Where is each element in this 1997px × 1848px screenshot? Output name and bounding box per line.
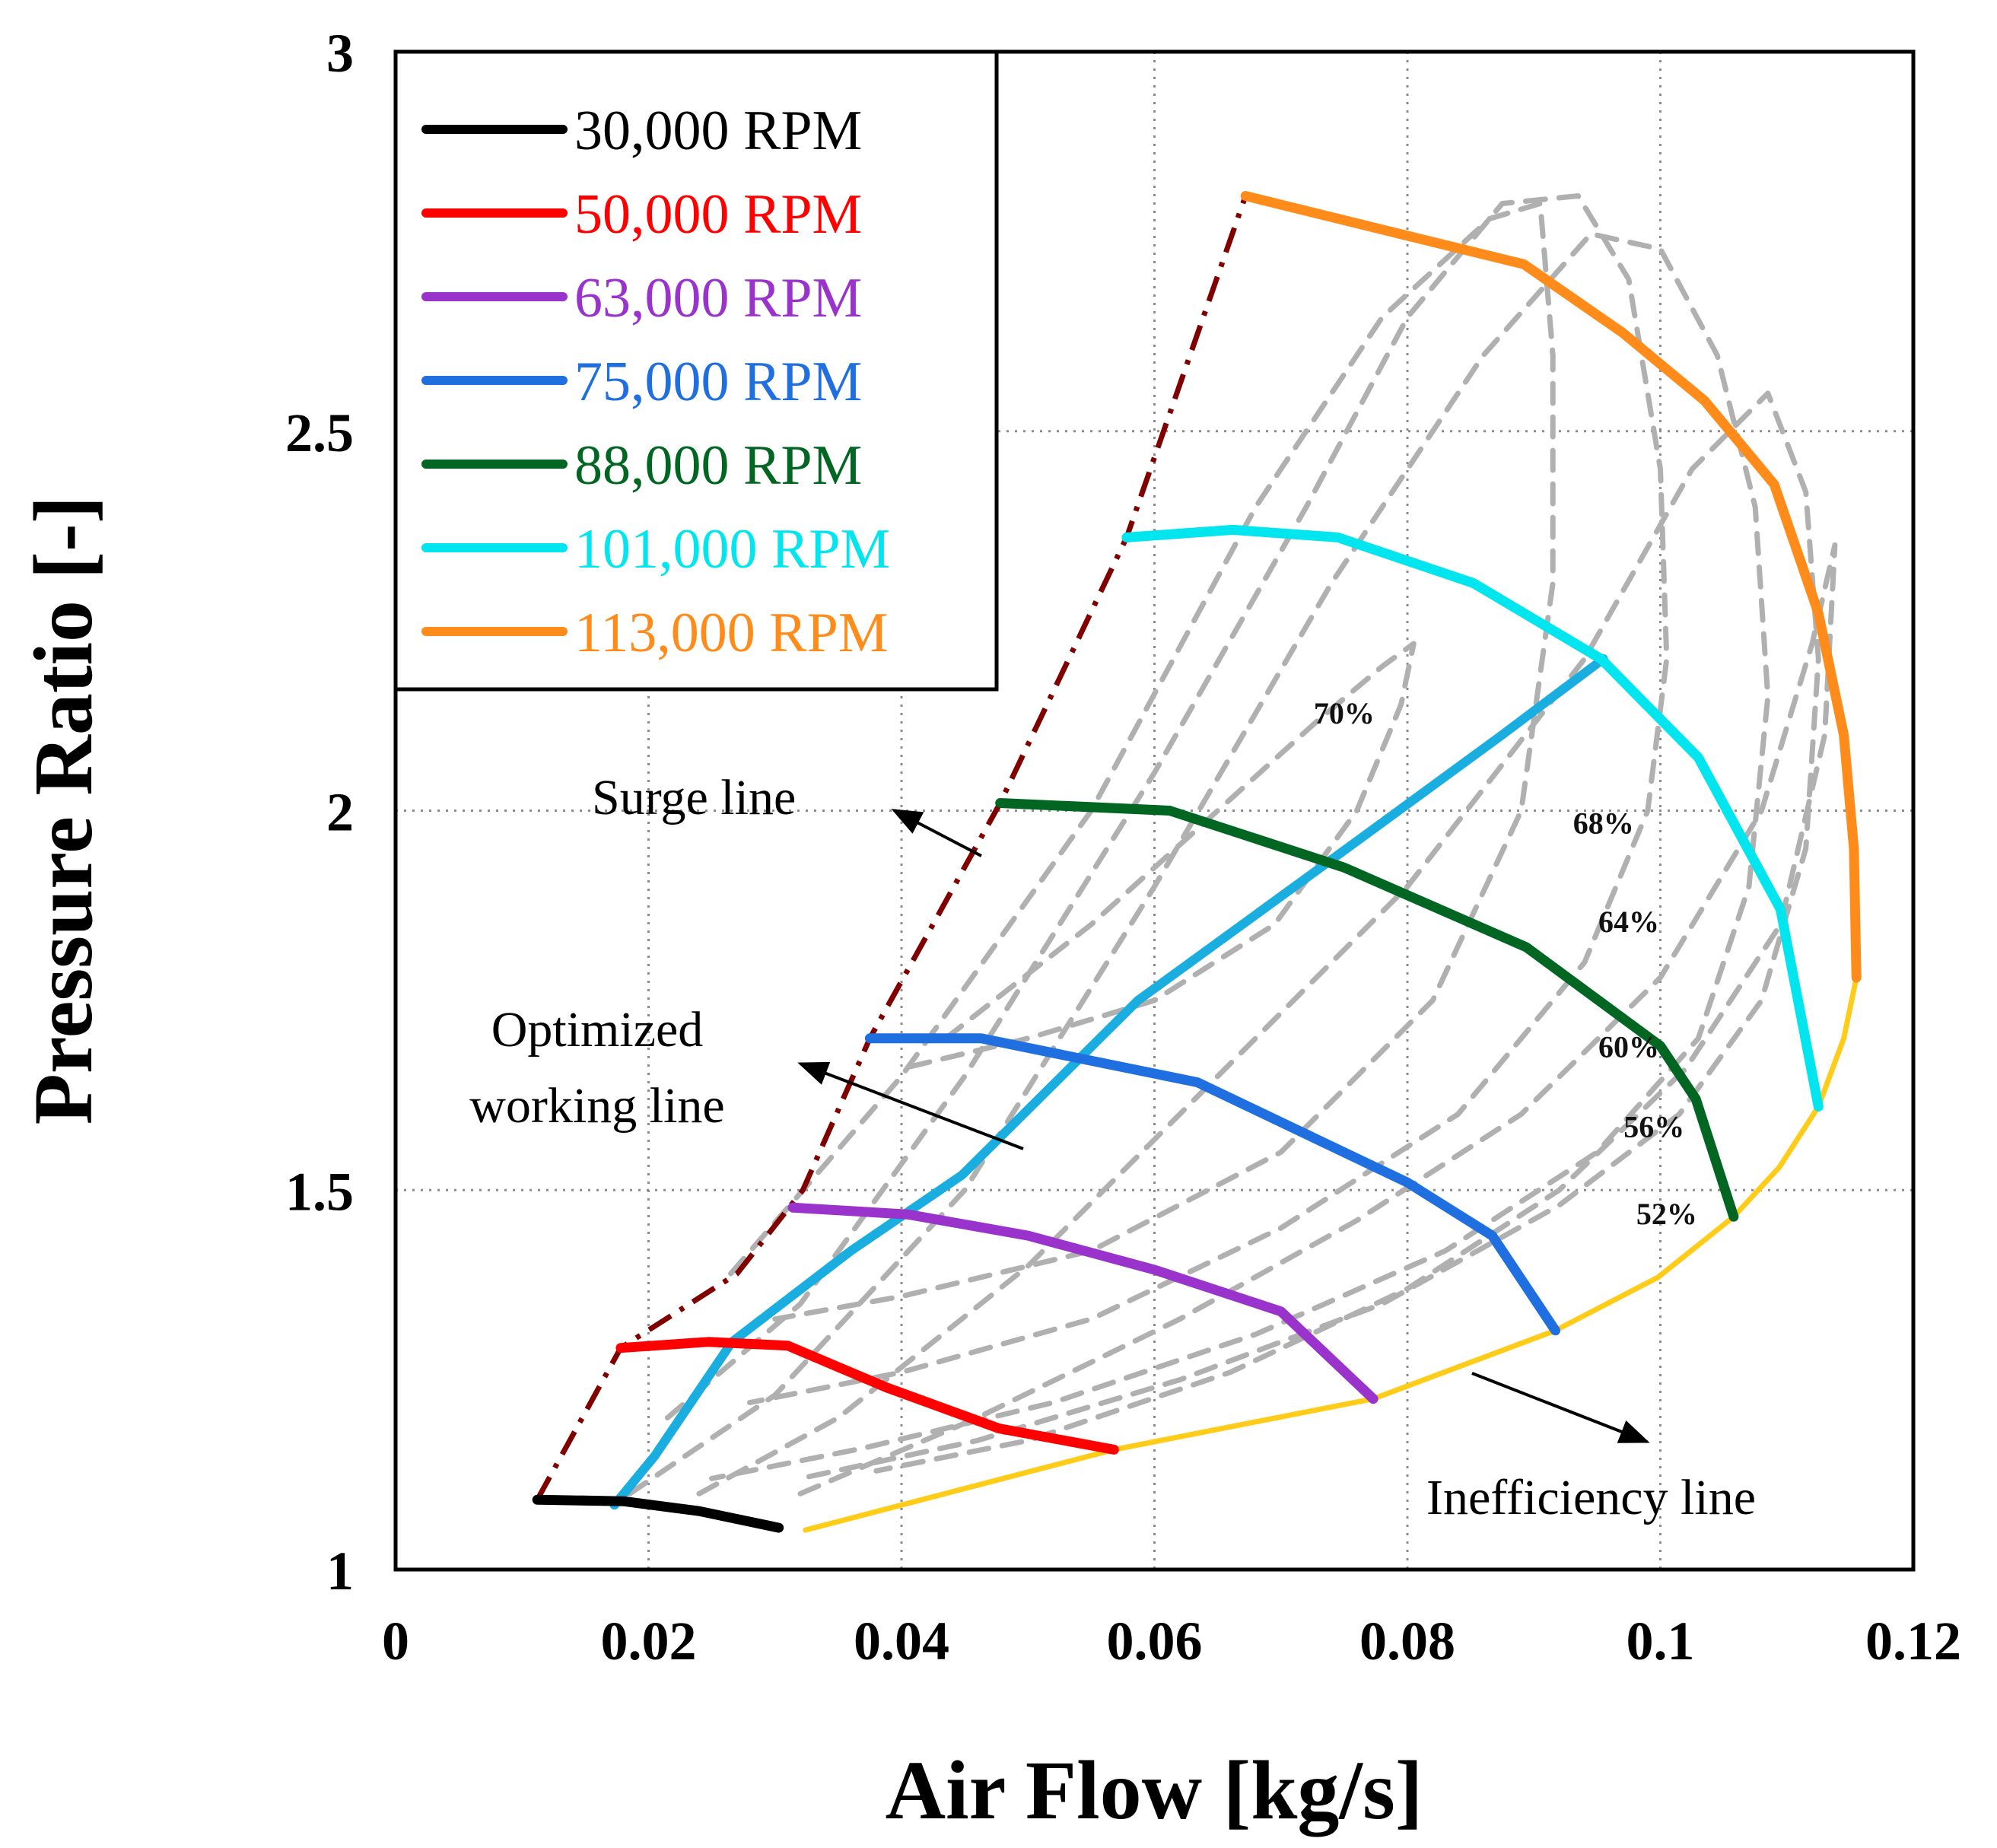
- x-tick-label: 0.02: [601, 1611, 697, 1671]
- efficiency-label: 56%: [1623, 1109, 1684, 1143]
- series-line-50-000-rpm: [615, 1337, 1119, 1455]
- x-tick-label: 0.12: [1865, 1611, 1961, 1671]
- working-line-arrow: [797, 1061, 1024, 1150]
- efficiency-label: 52%: [1636, 1197, 1697, 1231]
- legend-label: 50,000 RPM: [574, 183, 862, 246]
- y-tick-label: 3: [326, 23, 354, 84]
- efficiency-contour-60pct: [627, 231, 1771, 1497]
- surge-line: [535, 195, 1248, 1501]
- x-axis-ticks: 0 0.02 0.04 0.06 0.08 0.1 0.12: [382, 1611, 1961, 1671]
- efficiency-contour-64pct: [664, 193, 1670, 1420]
- inefficiency-line: [803, 975, 1859, 1533]
- legend-label: 63,000 RPM: [574, 267, 862, 329]
- efficiency-labels: 70% 68% 64% 60% 56% 52%: [1314, 696, 1697, 1231]
- plot-frame: [393, 49, 1916, 1572]
- x-axis-title: Air Flow [kg/s]: [886, 1744, 1423, 1837]
- x-tick-label: 0.08: [1359, 1611, 1455, 1671]
- legend-label: 30,000 RPM: [574, 100, 862, 162]
- working-line-label: Optimized working line: [469, 1002, 724, 1134]
- efficiency-label: 68%: [1573, 806, 1634, 840]
- efficiency-label: 60%: [1598, 1030, 1659, 1064]
- optimized-working-line: [609, 654, 1608, 1510]
- y-tick-label: 2: [326, 782, 354, 843]
- inefficiency-line-annotation: Inefficiency line: [1426, 1372, 1756, 1525]
- series-line-75-000-rpm: [864, 1033, 1560, 1336]
- working-line-label-line-1: Optimized: [491, 1002, 704, 1058]
- special-lines: [535, 195, 1859, 1533]
- y-axis-ticks: 1 1.5 2 2.5 3: [285, 23, 354, 1601]
- y-axis-title: Pressure Ratio [-]: [17, 496, 110, 1125]
- efficiency-contour-68pct: [728, 201, 1556, 1322]
- surge-line-arrow: [891, 809, 982, 857]
- legend: 30,000 RPM 50,000 RPM 63,000 RPM 75,000 RPM…: [393, 49, 999, 692]
- legend-label: 88,000 RPM: [574, 434, 862, 497]
- legend-label: 113,000 RPM: [574, 602, 889, 664]
- series-line-101-000-rpm: [1121, 524, 1824, 1112]
- legend-box: [393, 49, 999, 692]
- efficiency-contour-52pct: [797, 542, 1838, 1497]
- legend-label: 101,000 RPM: [574, 518, 890, 580]
- y-tick-label: 2.5: [285, 402, 354, 463]
- y-tick-label: 1.5: [285, 1161, 354, 1222]
- series-line-63-000-rpm: [787, 1202, 1379, 1404]
- efficiency-contour-70pct: [898, 641, 1417, 1072]
- surge-line-annotation: Surge line: [592, 770, 982, 857]
- series-line-88-000-rpm: [995, 798, 1739, 1222]
- x-tick-label: 0: [382, 1611, 409, 1671]
- legend-label: 75,000 RPM: [574, 351, 862, 413]
- x-tick-label: 0.06: [1107, 1611, 1203, 1671]
- inefficiency-line-label: Inefficiency line: [1426, 1470, 1756, 1525]
- y-tick-label: 1: [326, 1541, 354, 1601]
- series-line-113-000-rpm: [1240, 191, 1862, 983]
- x-tick-label: 0.04: [854, 1611, 949, 1671]
- x-tick-label: 0.1: [1627, 1611, 1695, 1671]
- efficiency-label: 70%: [1314, 696, 1375, 730]
- efficiency-label: 64%: [1598, 905, 1659, 939]
- working-line-label-line-2: working line: [469, 1078, 724, 1134]
- series-line-30-000-rpm: [532, 1494, 784, 1533]
- speed-lines: [532, 191, 1862, 1533]
- working-line-annotation: Optimized working line: [469, 1002, 1024, 1150]
- legend-items: 30,000 RPM 50,000 RPM 63,000 RPM 75,000 RPM…: [421, 100, 890, 664]
- inefficiency-line-arrow: [1471, 1372, 1650, 1443]
- efficiency-contour-56pct: [696, 390, 1821, 1497]
- surge-line-label: Surge line: [592, 770, 796, 825]
- efficiency-contours: [627, 193, 1838, 1497]
